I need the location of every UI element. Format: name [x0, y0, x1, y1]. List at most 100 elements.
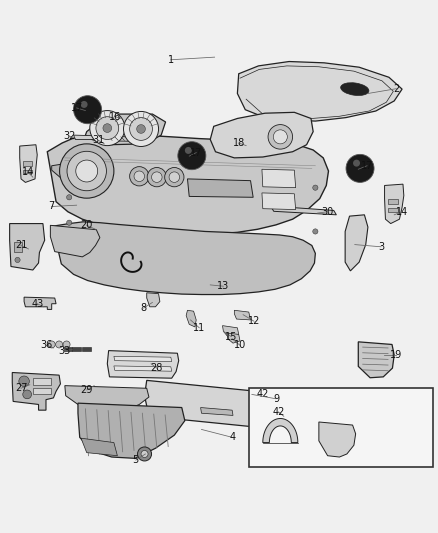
Circle shape	[81, 101, 88, 108]
Text: 17: 17	[190, 148, 202, 158]
Ellipse shape	[341, 83, 369, 95]
Text: 43: 43	[31, 298, 43, 309]
Polygon shape	[20, 145, 37, 182]
Polygon shape	[345, 215, 368, 271]
Circle shape	[63, 341, 70, 348]
Circle shape	[346, 155, 374, 182]
Bar	[388, 208, 398, 212]
Polygon shape	[234, 310, 251, 320]
Circle shape	[165, 167, 184, 187]
Text: 14: 14	[21, 167, 34, 177]
Polygon shape	[12, 373, 60, 410]
Polygon shape	[24, 297, 56, 310]
Polygon shape	[74, 135, 104, 140]
Polygon shape	[319, 422, 356, 457]
Text: 17: 17	[71, 103, 83, 113]
Polygon shape	[85, 114, 166, 145]
Circle shape	[134, 171, 145, 182]
Polygon shape	[186, 310, 196, 327]
Circle shape	[178, 142, 206, 169]
Text: 32: 32	[63, 131, 75, 141]
Text: 42: 42	[257, 390, 269, 399]
Bar	[33, 388, 51, 394]
Text: 28: 28	[151, 363, 163, 373]
Text: 4: 4	[229, 432, 235, 442]
Text: 20: 20	[81, 220, 93, 230]
Circle shape	[130, 118, 152, 140]
Circle shape	[313, 185, 318, 190]
Text: 10: 10	[234, 341, 246, 350]
Text: 3: 3	[378, 242, 384, 252]
Polygon shape	[65, 386, 149, 411]
Circle shape	[138, 447, 152, 461]
Polygon shape	[107, 351, 179, 378]
Bar	[249, 388, 433, 467]
Polygon shape	[53, 222, 315, 295]
Polygon shape	[227, 333, 240, 343]
Circle shape	[273, 130, 287, 144]
Polygon shape	[10, 223, 45, 270]
Circle shape	[96, 117, 119, 140]
Polygon shape	[263, 418, 298, 442]
Text: 13: 13	[217, 281, 230, 291]
Polygon shape	[187, 179, 253, 197]
Circle shape	[353, 159, 360, 167]
Polygon shape	[147, 293, 160, 307]
Text: 29: 29	[81, 385, 93, 395]
Text: 19: 19	[390, 350, 403, 360]
Text: 14: 14	[396, 207, 408, 217]
Circle shape	[48, 341, 55, 348]
Text: 2: 2	[393, 84, 399, 94]
Circle shape	[67, 195, 72, 200]
Circle shape	[67, 220, 72, 225]
Polygon shape	[385, 184, 404, 223]
Text: 21: 21	[15, 240, 27, 251]
Polygon shape	[78, 403, 185, 458]
Polygon shape	[358, 342, 394, 378]
Circle shape	[19, 376, 29, 386]
Circle shape	[152, 172, 162, 182]
Text: 15: 15	[225, 332, 237, 342]
Polygon shape	[52, 162, 88, 188]
Text: 42: 42	[272, 407, 285, 417]
Text: 12: 12	[248, 316, 260, 326]
Text: 30: 30	[321, 207, 334, 217]
Circle shape	[268, 125, 293, 149]
Polygon shape	[210, 112, 313, 158]
Bar	[388, 199, 398, 204]
Polygon shape	[114, 366, 172, 371]
Circle shape	[74, 96, 102, 124]
Circle shape	[76, 160, 98, 182]
Text: 5: 5	[133, 455, 139, 465]
Polygon shape	[82, 347, 91, 351]
Circle shape	[130, 167, 149, 186]
Polygon shape	[50, 225, 100, 257]
Polygon shape	[104, 136, 129, 141]
Text: 31: 31	[92, 135, 105, 146]
Polygon shape	[271, 206, 336, 215]
Circle shape	[124, 111, 159, 147]
Polygon shape	[223, 326, 239, 336]
Polygon shape	[262, 169, 296, 188]
Polygon shape	[114, 356, 172, 361]
Circle shape	[185, 147, 192, 154]
Polygon shape	[145, 381, 283, 429]
Text: 33: 33	[59, 345, 71, 356]
Polygon shape	[47, 135, 328, 234]
Circle shape	[15, 257, 20, 263]
Circle shape	[313, 229, 318, 234]
Polygon shape	[0, 0, 438, 6]
Circle shape	[90, 110, 125, 146]
Text: 16: 16	[109, 112, 121, 122]
Polygon shape	[64, 347, 72, 351]
Polygon shape	[262, 193, 296, 209]
Text: 27: 27	[15, 383, 27, 393]
Text: 7: 7	[49, 201, 55, 212]
Text: 8: 8	[141, 303, 147, 313]
Bar	[14, 241, 22, 253]
Text: 11: 11	[193, 323, 205, 333]
Polygon shape	[201, 408, 233, 415]
Polygon shape	[81, 438, 117, 456]
Text: 1: 1	[168, 55, 174, 65]
Polygon shape	[237, 61, 402, 121]
